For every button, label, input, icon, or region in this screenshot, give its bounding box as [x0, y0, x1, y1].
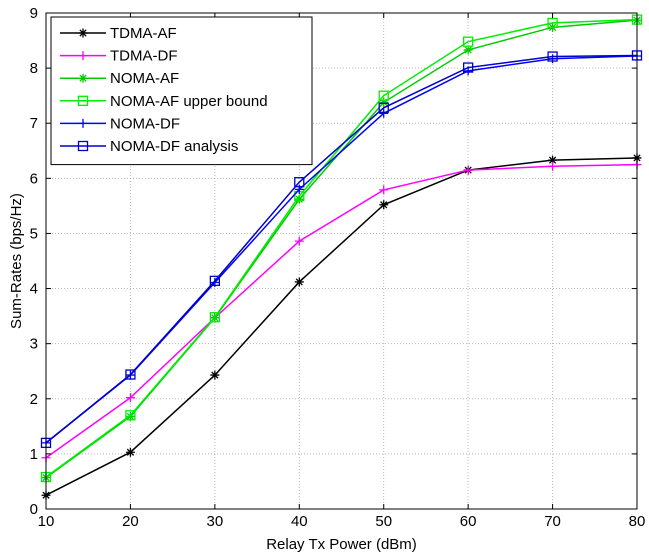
data-point-tdma-df [548, 161, 558, 171]
legend-label: NOMA-DF [110, 115, 180, 132]
data-point-noma-af [463, 45, 473, 55]
x-tick-label: 10 [38, 513, 55, 530]
legend-label: NOMA-AF upper bound [110, 93, 268, 110]
series-line-noma-df-analysis [45, 54, 638, 444]
data-point-tdma-df [379, 185, 389, 195]
y-tick-label: 2 [30, 391, 38, 408]
legend-entry: NOMA-DF analysis [60, 138, 238, 155]
legend-label: NOMA-DF analysis [110, 138, 238, 155]
legend-box [50, 16, 313, 166]
x-tick-label: 70 [544, 513, 561, 530]
x-tick-label: 30 [207, 513, 224, 530]
data-point-tdma-af [379, 200, 389, 210]
x-axis-label: Relay Tx Power (dBm) [266, 536, 417, 553]
legend-label: TDMA-DF [110, 48, 178, 65]
legend-marker [78, 28, 88, 38]
data-point-noma-af-upper-bound [378, 90, 389, 101]
y-tick-label: 6 [30, 170, 38, 187]
legend-entry: NOMA-AF upper bound [60, 93, 268, 110]
data-point-tdma-af [294, 277, 304, 287]
legend-label: NOMA-AF [110, 70, 179, 87]
x-tick-label: 60 [460, 513, 477, 530]
data-point-tdma-df [125, 393, 135, 403]
legend-marker [77, 95, 89, 106]
plot-frame [45, 12, 638, 510]
legend-marker [77, 140, 89, 152]
x-tick-label: 80 [629, 513, 646, 530]
data-point-tdma-df [294, 236, 304, 246]
data-point-tdma-af [125, 447, 135, 457]
data-point-noma-af-upper-bound [125, 410, 136, 421]
y-tick-label: 8 [30, 60, 38, 77]
x-tick-label: 50 [375, 513, 392, 530]
series-lines [40, 14, 643, 500]
legend: TDMA-AF TDMA-DF NOMA-AF NOMA-AF upper bound… [50, 16, 313, 166]
legend-entry: NOMA-DF [60, 115, 180, 132]
data-point-noma-df-analysis [294, 177, 305, 188]
series-tdma-af [41, 153, 642, 500]
data-point-noma-df-analysis [462, 62, 474, 73]
data-point-noma-df-analysis [125, 369, 136, 380]
axis-ticks: 10 20 30 40 50 60 70 80 0 1 2 3 4 5 6 7 8 9 [30, 5, 646, 530]
x-tick-label: 20 [122, 513, 139, 530]
data-point-tdma-af [548, 155, 558, 165]
legend-entry: NOMA-AF [60, 70, 179, 87]
data-point-noma-df [548, 54, 558, 64]
data-point-noma-af-upper-bound [462, 36, 474, 47]
data-point-noma-df-analysis [547, 51, 558, 62]
legend-marker [78, 118, 88, 128]
y-tick-label: 9 [30, 5, 38, 22]
y-tick-label: 5 [30, 225, 38, 242]
series-line-tdma-af [45, 157, 638, 496]
series-line-tdma-df [45, 163, 638, 459]
y-tick-label: 3 [30, 336, 38, 353]
legend-entry: TDMA-DF [60, 48, 178, 65]
data-point-noma-af-upper-bound [209, 312, 221, 323]
legend-label: TDMA-AF [110, 25, 177, 42]
y-axis-label: Sum-Rates (bps/Hz) [8, 193, 25, 329]
data-point-tdma-af [210, 370, 220, 380]
legend-marker [78, 51, 88, 61]
data-point-noma-af-upper-bound [547, 17, 558, 29]
data-point-noma-af [125, 411, 135, 421]
y-tick-label: 1 [30, 446, 38, 463]
data-point-noma-af [379, 97, 389, 107]
legend-marker [78, 73, 88, 83]
legend-entry: TDMA-AF [60, 25, 177, 42]
data-point-noma-df-analysis [209, 275, 221, 286]
grid [46, 13, 637, 509]
y-tick-label: 0 [30, 501, 38, 518]
data-point-noma-df-analysis [378, 102, 389, 113]
y-tick-label: 4 [30, 281, 38, 298]
x-tick-label: 40 [291, 513, 308, 530]
y-tick-label: 7 [30, 115, 38, 132]
data-point-noma-df [379, 108, 389, 118]
data-point-tdma-df [463, 165, 473, 175]
data-point-noma-af [294, 194, 304, 204]
